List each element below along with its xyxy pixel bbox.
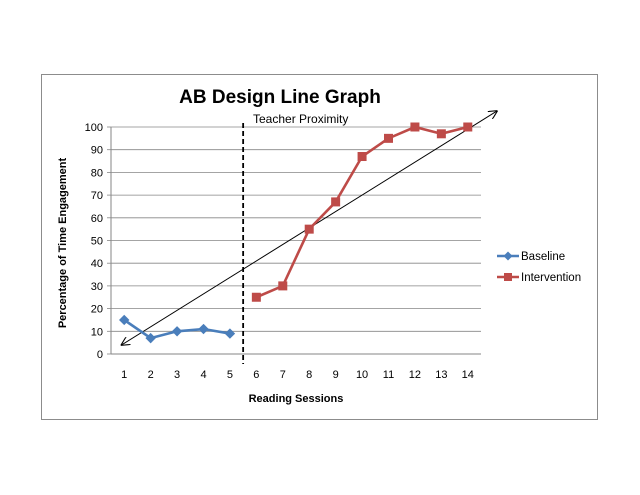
point-intervention-7 — [278, 281, 288, 291]
point-intervention-6 — [251, 292, 261, 302]
point-intervention-12 — [410, 122, 420, 132]
y-tick-label-70: 70 — [91, 190, 103, 202]
point-intervention-13 — [436, 129, 446, 139]
data-series — [119, 122, 473, 344]
point-intervention-11 — [384, 133, 393, 143]
x-tick-label-8: 8 — [306, 369, 312, 381]
x-tick-label-12: 12 — [409, 369, 421, 381]
y-tick-label-60: 60 — [91, 213, 103, 225]
y-tick-label-90: 90 — [91, 145, 103, 157]
gridlines — [111, 126, 481, 332]
axes — [107, 126, 481, 355]
x-tick-label-11: 11 — [383, 369, 394, 381]
x-axis-label: Reading Sessions — [249, 393, 344, 405]
x-tick-label-9: 9 — [333, 369, 339, 381]
x-tick-label-4: 4 — [200, 369, 206, 381]
point-intervention-10 — [357, 152, 367, 162]
x-tick-label-13: 13 — [435, 369, 447, 381]
x-tick-label-5: 5 — [227, 369, 233, 381]
point-baseline-4 — [198, 323, 209, 335]
y-tick-label-0: 0 — [97, 349, 103, 361]
chart-title: AB Design Line Graph — [179, 87, 381, 108]
x-tick-label-6: 6 — [253, 369, 259, 381]
point-baseline-5 — [224, 328, 236, 339]
point-baseline-2 — [145, 332, 156, 344]
x-tick-label-14: 14 — [462, 369, 474, 381]
point-baseline-1 — [119, 314, 130, 326]
legend-marker-baseline — [503, 251, 513, 261]
legend-label-baseline: Baseline — [521, 251, 565, 263]
y-tick-label-30: 30 — [91, 281, 103, 293]
y-tick-label-20: 20 — [91, 304, 103, 316]
legend: Baseline Intervention — [497, 251, 581, 284]
legend-marker-intervention — [504, 273, 512, 281]
y-tick-label-10: 10 — [91, 326, 103, 338]
y-axis-label: Percentage of Time Engagement — [57, 157, 69, 328]
point-baseline-3 — [171, 326, 183, 337]
x-tick-label-1: 1 — [121, 369, 127, 381]
point-intervention-8 — [304, 224, 314, 234]
x-tick-label-10: 10 — [356, 369, 368, 381]
ab-design-line-chart: AB Design Line Graph Teacher Proximity R… — [57, 87, 581, 405]
y-tick-label-40: 40 — [91, 258, 103, 270]
legend-label-intervention: Intervention — [521, 272, 581, 284]
y-tick-label-50: 50 — [91, 236, 103, 248]
x-tick-label-2: 2 — [148, 369, 154, 381]
chart-frame: AB Design Line Graph Teacher Proximity R… — [41, 74, 598, 420]
x-tick-label-7: 7 — [280, 369, 286, 381]
phase-annotation: Teacher Proximity — [253, 112, 348, 126]
x-tick-label-3: 3 — [174, 369, 180, 381]
y-tick-label-80: 80 — [91, 167, 103, 179]
y-tick-label-100: 100 — [85, 122, 103, 134]
point-intervention-14 — [463, 122, 473, 132]
point-intervention-9 — [331, 197, 341, 207]
